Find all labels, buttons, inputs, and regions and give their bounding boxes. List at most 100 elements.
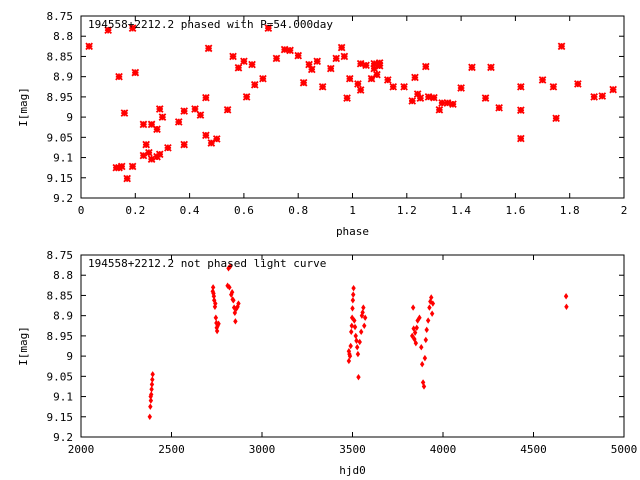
data-point	[516, 134, 525, 143]
bottom-y-tick-label: 9.2	[53, 431, 73, 444]
data-point	[356, 86, 365, 94]
data-point	[557, 42, 566, 51]
bottom-y-tick-label: 9.05	[47, 370, 74, 383]
bottom-plot-ticks: 2000 2500 3000 3500 4000 4500 5000 8.75 8.8 8.85 8…	[47, 249, 638, 456]
data-point	[233, 318, 238, 325]
data-point	[210, 284, 216, 291]
phased-light-curve-plot: 0 0.2 0.4 0.6 0.8 1 1.2 1.4 1.6 1.8 2 8.75 8.8 8.85 8.…	[17, 10, 627, 238]
data-point	[307, 65, 316, 74]
data-point	[358, 328, 364, 336]
data-point	[360, 309, 365, 316]
data-point	[204, 44, 213, 53]
data-point	[429, 294, 434, 301]
data-point	[355, 350, 361, 358]
data-point	[412, 329, 418, 336]
data-point	[326, 64, 335, 73]
top-y-tick-label: 8.85	[47, 50, 74, 63]
data-point	[346, 357, 352, 365]
data-point	[120, 109, 129, 117]
data-point	[213, 314, 219, 321]
data-point	[115, 163, 123, 172]
bottom-y-tick-label: 8.8	[53, 269, 73, 282]
data-point	[574, 80, 582, 88]
data-point	[423, 336, 429, 344]
top-y-tick-label: 9.1	[53, 152, 73, 165]
top-x-tick-label: 2	[621, 204, 628, 217]
top-y-tick-label: 9.15	[47, 172, 74, 185]
data-point	[318, 82, 327, 91]
data-point	[174, 118, 183, 126]
data-point	[449, 100, 457, 109]
data-point	[347, 352, 353, 360]
top-x-tick-label: 0.6	[234, 204, 254, 217]
data-point	[131, 68, 140, 77]
data-point	[389, 82, 398, 91]
bottom-plot-x-axis-label: hjd0	[339, 464, 366, 477]
data-point	[227, 284, 232, 291]
data-point	[362, 314, 368, 321]
data-point	[430, 300, 436, 307]
data-point	[416, 94, 425, 102]
data-point	[367, 74, 376, 83]
bottom-x-tick-label: 2000	[68, 443, 95, 456]
data-point	[313, 57, 322, 66]
data-point	[468, 63, 476, 72]
data-point	[590, 93, 598, 101]
data-point	[408, 97, 417, 105]
data-point	[438, 99, 446, 107]
data-point	[202, 131, 210, 140]
data-point	[362, 322, 367, 329]
top-plot-points	[85, 24, 617, 183]
data-point	[210, 288, 215, 295]
data-point	[400, 82, 408, 91]
top-plot-ticks: 0 0.2 0.4 0.6 0.8 1 1.2 1.4 1.6 1.8 2 8.75 8.8 8.85 8.…	[47, 10, 628, 217]
data-point	[375, 59, 384, 67]
data-point	[149, 381, 155, 388]
data-point	[355, 344, 360, 351]
data-point	[294, 51, 303, 60]
data-point	[149, 386, 154, 393]
data-point	[164, 144, 172, 152]
top-x-tick-label: 1.6	[505, 204, 525, 217]
data-point	[413, 90, 422, 98]
data-point	[213, 300, 218, 307]
bottom-plot-title: 194558+2212.2 not phased light curve	[88, 257, 326, 270]
data-point	[155, 150, 164, 159]
data-point	[564, 303, 569, 310]
bottom-y-tick-label: 9.15	[47, 411, 74, 424]
bottom-x-tick-label: 4000	[430, 443, 457, 456]
data-point	[212, 303, 218, 310]
data-point	[104, 26, 112, 34]
data-point	[357, 338, 362, 346]
bottom-x-tick-label: 3500	[339, 443, 366, 456]
data-point	[216, 320, 221, 327]
data-point	[487, 63, 495, 72]
data-point	[383, 76, 392, 84]
data-point	[351, 291, 356, 298]
data-point	[147, 120, 156, 129]
data-point	[337, 43, 346, 52]
data-point	[425, 317, 431, 324]
data-point	[549, 82, 558, 91]
data-point	[361, 304, 366, 311]
data-point	[419, 344, 424, 351]
top-x-tick-label: 1.8	[560, 204, 580, 217]
data-point	[305, 60, 313, 69]
data-point	[180, 140, 189, 149]
top-x-tick-label: 0.2	[125, 204, 145, 217]
data-point	[457, 84, 465, 92]
top-y-tick-label: 8.8	[53, 30, 73, 43]
data-point	[212, 135, 221, 143]
data-point	[430, 93, 438, 102]
data-point	[128, 162, 137, 171]
data-point	[147, 155, 156, 164]
data-point	[348, 342, 353, 350]
bottom-y-tick-label: 8.9	[53, 310, 73, 323]
data-point	[147, 413, 152, 420]
data-point	[272, 54, 281, 63]
data-point	[250, 80, 259, 89]
data-point	[350, 297, 356, 304]
data-point	[299, 78, 308, 87]
data-point	[148, 397, 154, 404]
